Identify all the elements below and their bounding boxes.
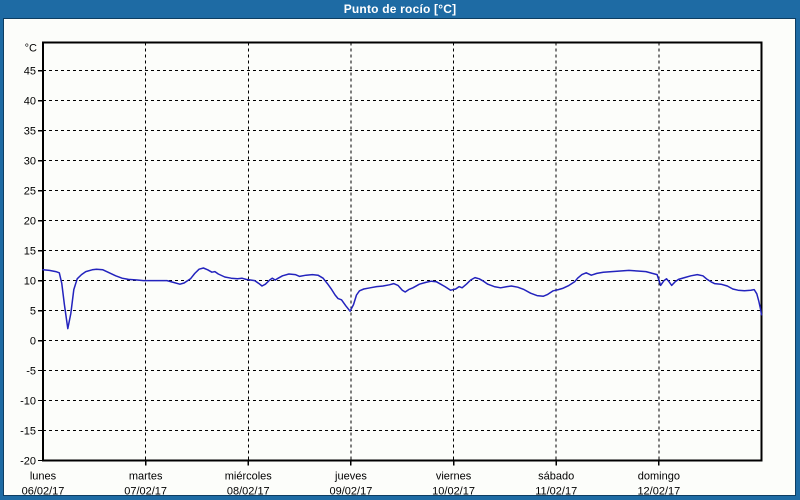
dewpoint-series-line	[42, 267, 763, 330]
y-tick-label: -5	[26, 366, 36, 378]
y-axis-ticks	[38, 69, 43, 462]
y-tick-label: 0	[30, 336, 36, 348]
chart-panel	[3, 18, 796, 496]
vertical-gridlines	[145, 42, 660, 461]
x-day-date-label: 12/02/17	[637, 486, 680, 498]
horizontal-gridlines	[43, 70, 762, 432]
y-tick-label: 40	[24, 96, 36, 108]
y-tick-label: 10	[24, 276, 36, 288]
x-day-date-label: 07/02/17	[124, 486, 167, 498]
x-day-date-label: 10/02/17	[432, 486, 475, 498]
y-tick-label: 15	[24, 246, 36, 258]
x-axis-ticks	[144, 460, 660, 466]
x-day-name-label: lunes	[30, 471, 57, 483]
y-tick-label: 25	[24, 186, 36, 198]
y-tick-label: -15	[20, 426, 36, 438]
y-axis-unit: °C	[25, 43, 37, 55]
series-punto-de-rocío	[42, 267, 763, 330]
y-tick-label: 5	[30, 306, 36, 318]
x-day-name-label: viernes	[436, 471, 472, 483]
plot-border	[42, 41, 763, 462]
chart-title: Punto de rocío [°C]	[343, 2, 457, 16]
x-day-name-label: martes	[129, 471, 163, 483]
y-tick-label: -20	[20, 456, 36, 468]
x-day-name-label: sábado	[538, 471, 574, 483]
y-axis-labels: 45 40 35 30 25 20 15 10 5 0 -5 -10 -15 -20	[20, 66, 36, 468]
x-day-date-label: 08/02/17	[227, 486, 270, 498]
y-tick-label: 20	[24, 216, 36, 228]
y-tick-label: 45	[24, 66, 36, 78]
x-day-date-label: 11/02/17	[535, 486, 577, 498]
y-tick-label: 35	[24, 126, 36, 138]
x-day-date-label: 09/02/17	[330, 486, 373, 498]
x-day-name-label: miércoles	[225, 471, 273, 483]
title-bar: Punto de rocío [°C]	[0, 0, 800, 18]
x-axis-day-labels: lunes 06/02/17 martes 07/02/17 miércoles 08/0…	[22, 471, 681, 498]
x-day-name-label: domingo	[638, 471, 680, 483]
y-tick-label: 30	[24, 156, 36, 168]
y-axis-unit-label: °C	[25, 43, 37, 55]
x-day-date-label: 06/02/17	[22, 486, 65, 498]
y-tick-label: -10	[20, 396, 36, 408]
x-day-name-label: jueves	[334, 471, 367, 483]
